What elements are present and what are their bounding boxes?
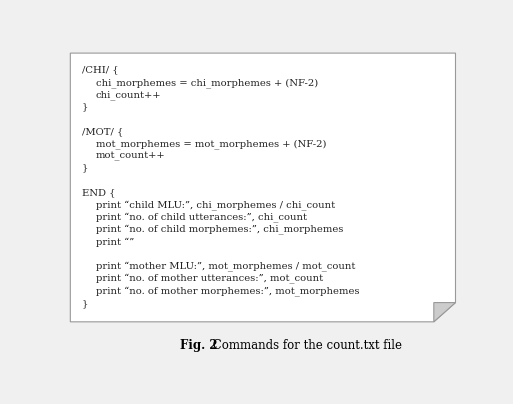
- Text: chi_morphemes = chi_morphemes + (NF-2): chi_morphemes = chi_morphemes + (NF-2): [96, 78, 318, 88]
- Text: /MOT/ {: /MOT/ {: [82, 127, 123, 136]
- Text: Fig. 2: Fig. 2: [180, 339, 218, 352]
- Text: }: }: [82, 102, 88, 111]
- Text: print “no. of child utterances:”, chi_count: print “no. of child utterances:”, chi_co…: [96, 213, 307, 223]
- Text: print “no. of child morphemes:”, chi_morphemes: print “no. of child morphemes:”, chi_mor…: [96, 225, 343, 235]
- Text: print “no. of mother utterances:”, mot_count: print “no. of mother utterances:”, mot_c…: [96, 274, 323, 284]
- Text: /CHI/ {: /CHI/ {: [82, 65, 119, 74]
- Text: mot_count++: mot_count++: [96, 152, 166, 160]
- Polygon shape: [434, 303, 456, 322]
- Text: mot_morphemes = mot_morphemes + (NF-2): mot_morphemes = mot_morphemes + (NF-2): [96, 139, 326, 149]
- Text: }: }: [82, 299, 88, 308]
- Text: print “mother MLU:”, mot_morphemes / mot_count: print “mother MLU:”, mot_morphemes / mot…: [96, 262, 356, 272]
- Text: print “child MLU:”, chi_morphemes / chi_count: print “child MLU:”, chi_morphemes / chi_…: [96, 200, 335, 210]
- Text: Commands for the count.txt file: Commands for the count.txt file: [209, 339, 402, 352]
- Text: }: }: [82, 164, 88, 173]
- Text: chi_count++: chi_count++: [96, 90, 162, 100]
- Text: print “no. of mother morphemes:”, mot_morphemes: print “no. of mother morphemes:”, mot_mo…: [96, 286, 360, 297]
- Text: END {: END {: [82, 188, 115, 197]
- Polygon shape: [70, 53, 456, 322]
- Text: print “”: print “”: [96, 238, 134, 247]
